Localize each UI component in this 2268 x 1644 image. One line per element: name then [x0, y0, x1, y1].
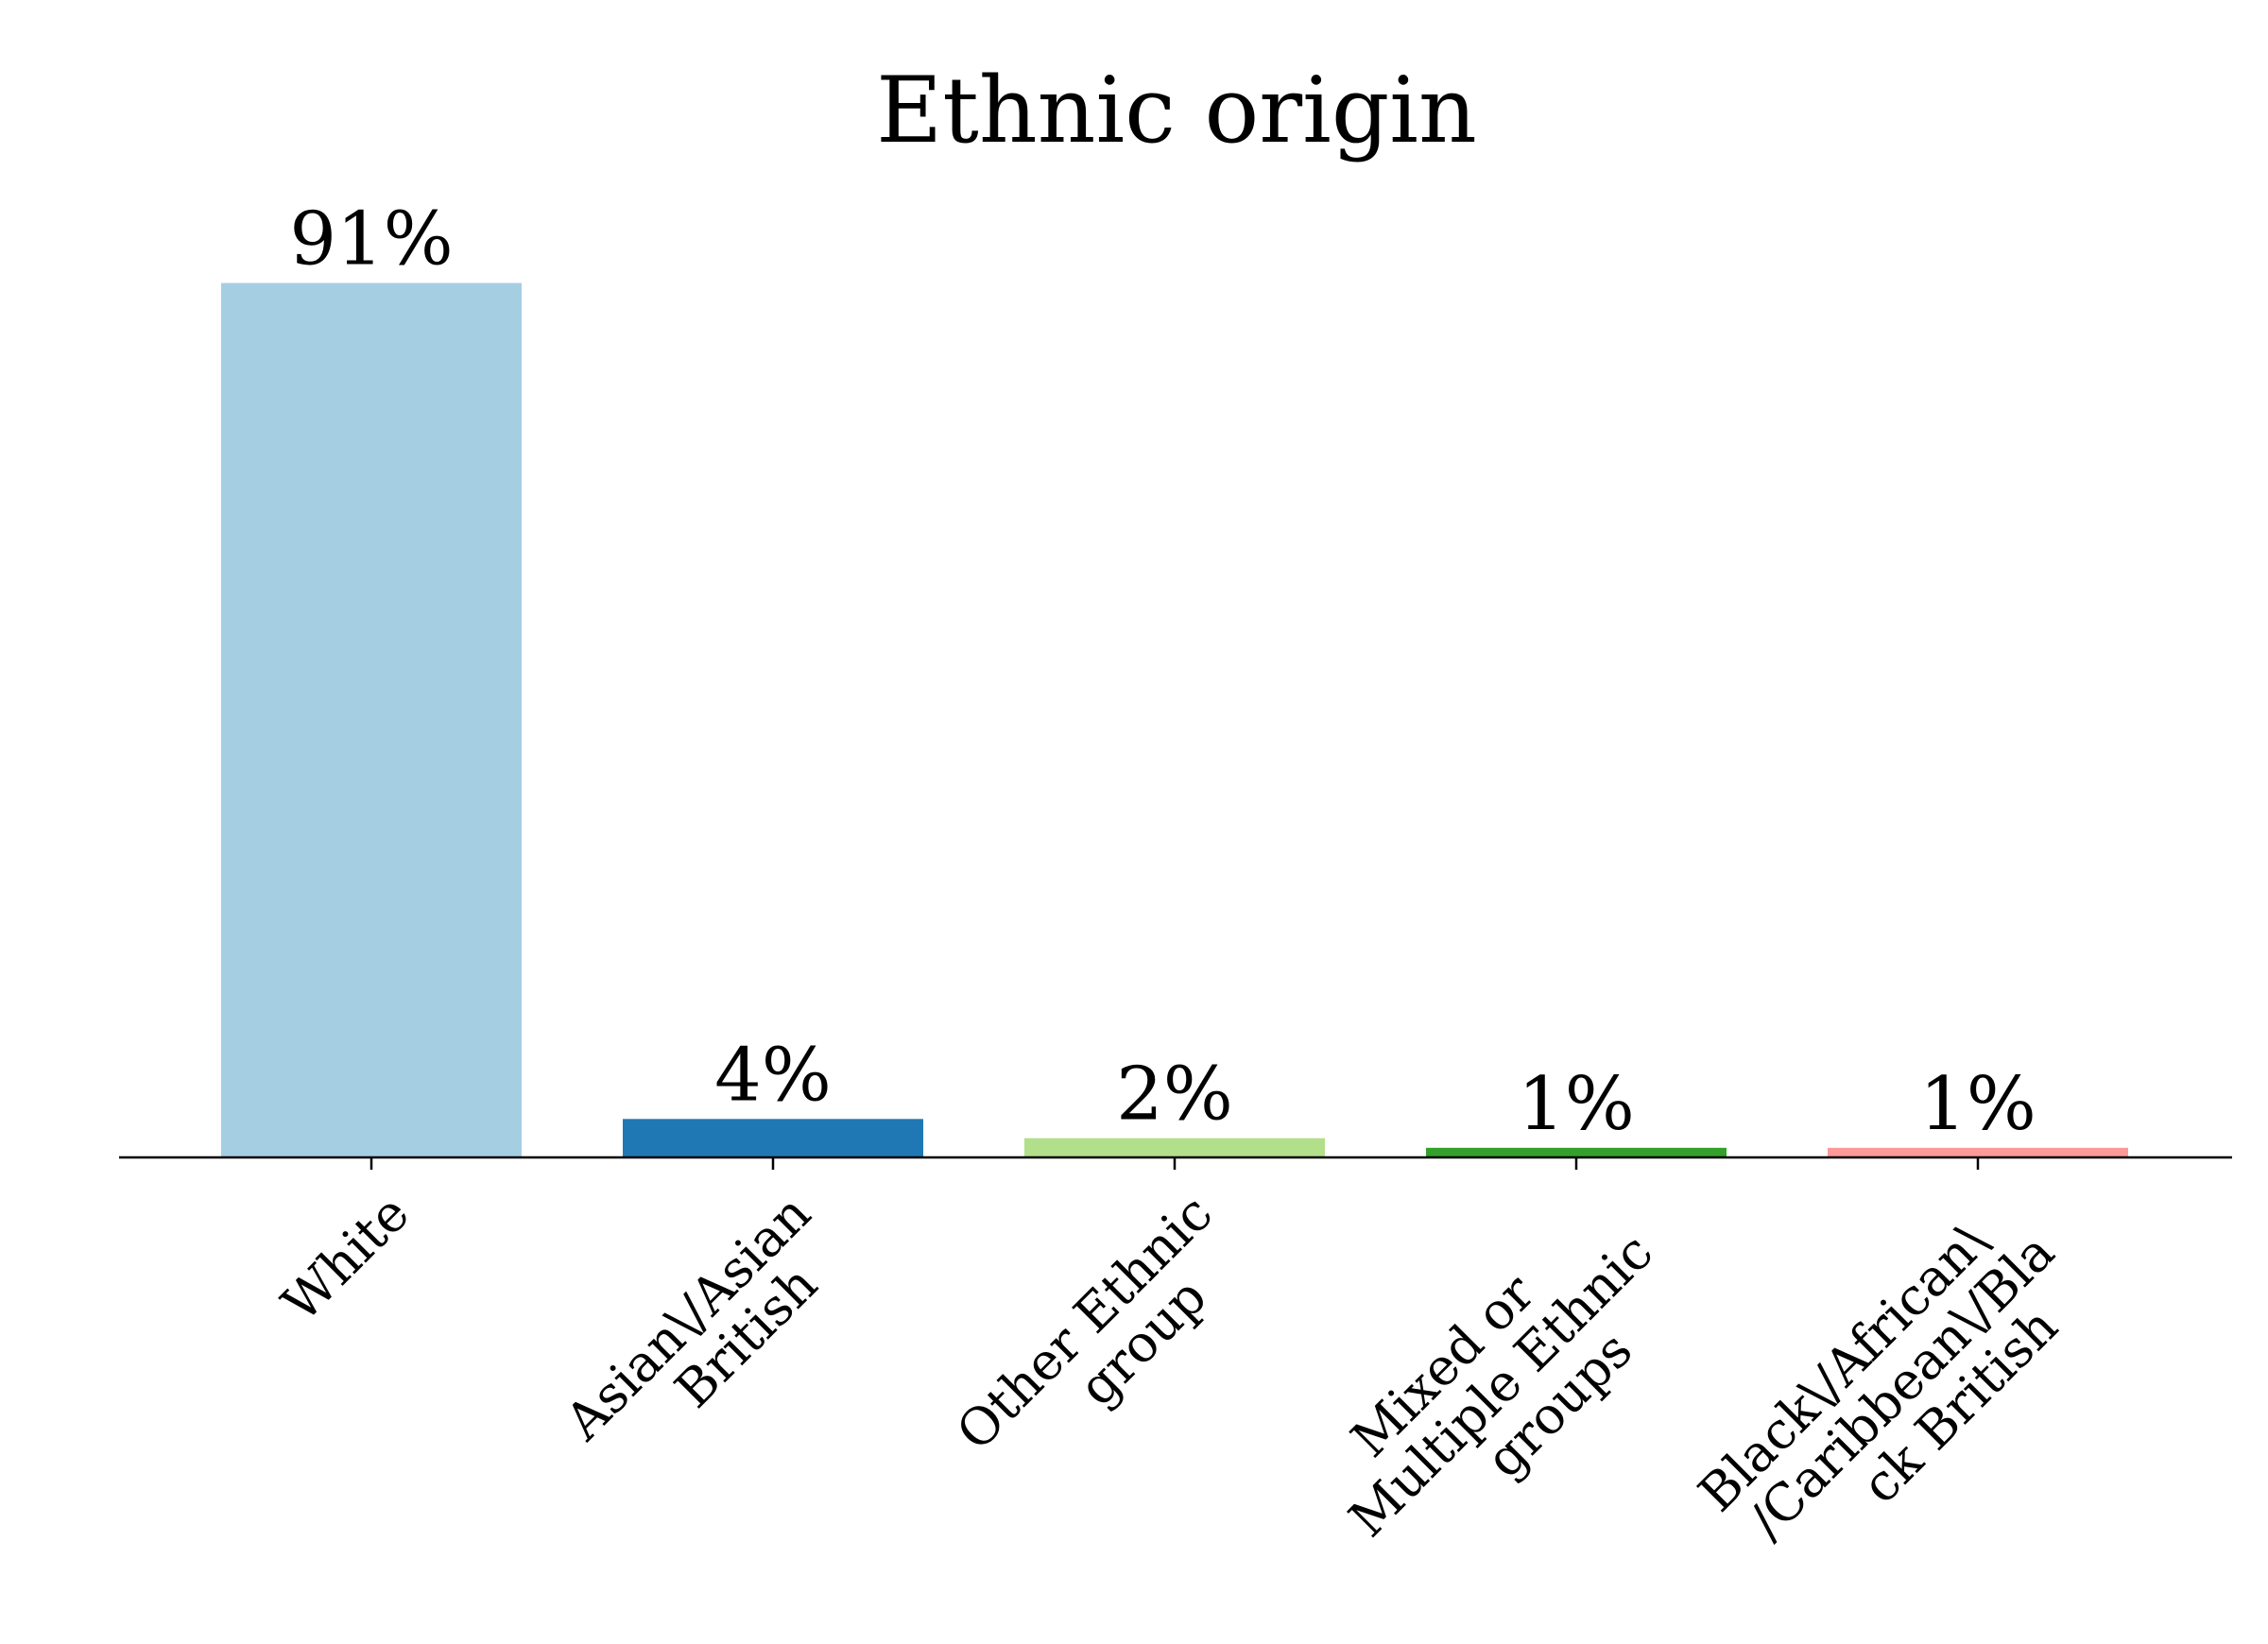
x-tick-label-0: White — [270, 1183, 421, 1333]
value-label-1: 4% — [714, 1033, 832, 1118]
value-label-4: 1% — [1919, 1062, 2036, 1147]
bar-4 — [1828, 1147, 2128, 1157]
bar-3 — [1426, 1147, 1727, 1157]
bar-2 — [1024, 1138, 1325, 1157]
value-label-2: 2% — [1116, 1053, 1233, 1138]
bar-0 — [221, 283, 522, 1157]
x-tick-label-2: Other Ethnicgroup — [945, 1183, 1263, 1500]
value-labels-group: 91% 4% 2% 1% 1% — [289, 197, 2036, 1147]
x-tick-label-1: Asian\/AsianBritish — [553, 1183, 860, 1490]
value-label-0: 91% — [289, 197, 453, 283]
x-tick-label-4: Black\/African\/Caribbean\/Black British — [1687, 1183, 2105, 1601]
x-tick-label-text-1: Asian\/AsianBritish — [553, 1183, 860, 1490]
x-ticks-group — [369, 1157, 1980, 1170]
x-tick-label-line: White — [270, 1183, 421, 1333]
chart-title: Ethnic origin — [876, 58, 1477, 163]
x-tick-label-text-0: White — [270, 1183, 421, 1333]
x-tick-label-text-2: Other Ethnicgroup — [945, 1183, 1263, 1500]
bar-1 — [623, 1119, 923, 1157]
value-label-3: 1% — [1518, 1062, 1635, 1147]
x-tick-label-3: Mixed orMultiple Ethnicgroups — [1299, 1183, 1703, 1586]
bars-group — [221, 283, 2128, 1157]
x-tick-label-text-4: Black\/African\/Caribbean\/Black British — [1687, 1183, 2105, 1601]
x-tick-labels-group: White Asian\/AsianBritish Other Ethnicgrou… — [270, 1183, 2105, 1601]
x-tick-label-text-3: Mixed orMultiple Ethnicgroups — [1299, 1183, 1703, 1586]
